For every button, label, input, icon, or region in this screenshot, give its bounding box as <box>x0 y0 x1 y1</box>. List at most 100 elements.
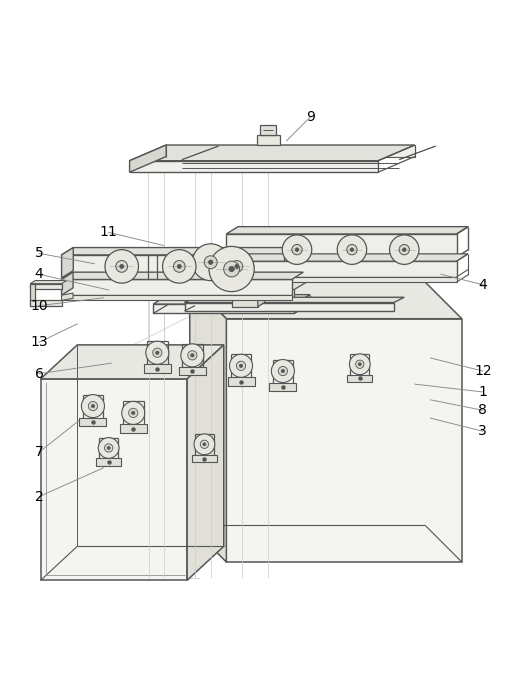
Circle shape <box>88 402 97 411</box>
Circle shape <box>146 341 169 364</box>
Polygon shape <box>41 345 224 379</box>
Polygon shape <box>226 254 468 261</box>
Text: 2: 2 <box>35 489 44 504</box>
Text: 7: 7 <box>35 445 44 459</box>
Circle shape <box>281 369 285 373</box>
Polygon shape <box>62 279 292 295</box>
Polygon shape <box>231 286 265 290</box>
Polygon shape <box>62 295 292 300</box>
Polygon shape <box>153 289 295 299</box>
Circle shape <box>204 256 217 269</box>
Text: 10: 10 <box>31 299 48 313</box>
Circle shape <box>356 360 364 368</box>
Circle shape <box>278 366 288 376</box>
Circle shape <box>239 364 243 368</box>
Circle shape <box>107 446 110 450</box>
Circle shape <box>105 444 113 452</box>
Polygon shape <box>62 255 292 278</box>
Circle shape <box>177 264 181 268</box>
Circle shape <box>153 348 162 357</box>
Circle shape <box>229 354 252 377</box>
Polygon shape <box>144 364 171 373</box>
Circle shape <box>129 408 138 418</box>
Circle shape <box>116 261 128 272</box>
Circle shape <box>190 354 194 357</box>
Polygon shape <box>129 145 166 172</box>
Text: 12: 12 <box>474 364 492 378</box>
Polygon shape <box>260 125 276 135</box>
Polygon shape <box>226 319 462 562</box>
Circle shape <box>122 402 145 425</box>
Circle shape <box>174 261 185 272</box>
Circle shape <box>82 395 105 418</box>
Polygon shape <box>179 367 206 375</box>
Circle shape <box>156 351 159 354</box>
Circle shape <box>194 434 215 455</box>
Polygon shape <box>62 272 304 279</box>
Polygon shape <box>129 145 414 161</box>
Polygon shape <box>62 247 304 255</box>
Polygon shape <box>30 300 62 306</box>
Polygon shape <box>185 297 404 302</box>
Circle shape <box>349 354 370 375</box>
Circle shape <box>390 235 419 264</box>
Polygon shape <box>30 284 62 289</box>
Circle shape <box>209 247 254 292</box>
Circle shape <box>105 250 138 283</box>
Polygon shape <box>347 375 372 382</box>
Circle shape <box>231 261 242 272</box>
Text: 3: 3 <box>478 424 487 439</box>
Circle shape <box>188 351 197 360</box>
Circle shape <box>181 344 204 367</box>
Polygon shape <box>30 284 35 306</box>
Polygon shape <box>187 345 224 580</box>
Polygon shape <box>129 145 166 172</box>
Circle shape <box>271 359 295 382</box>
Circle shape <box>347 245 357 255</box>
Polygon shape <box>226 234 457 257</box>
Polygon shape <box>79 418 106 426</box>
Circle shape <box>224 261 239 277</box>
Polygon shape <box>153 304 295 313</box>
Polygon shape <box>226 277 457 282</box>
Text: 13: 13 <box>31 335 48 350</box>
Circle shape <box>292 245 302 255</box>
Circle shape <box>229 266 234 272</box>
Text: 8: 8 <box>478 403 487 417</box>
Polygon shape <box>62 293 73 300</box>
Circle shape <box>350 248 353 252</box>
Polygon shape <box>185 302 394 311</box>
Circle shape <box>193 244 229 281</box>
Polygon shape <box>190 282 226 562</box>
Circle shape <box>200 440 208 448</box>
Polygon shape <box>257 135 280 145</box>
Circle shape <box>399 245 409 255</box>
Circle shape <box>203 443 206 446</box>
Circle shape <box>220 250 254 283</box>
Polygon shape <box>153 295 310 304</box>
Text: 4: 4 <box>478 278 487 292</box>
Polygon shape <box>153 280 310 289</box>
Polygon shape <box>120 425 147 433</box>
Polygon shape <box>166 145 414 156</box>
Circle shape <box>91 404 95 408</box>
Text: 1: 1 <box>478 385 487 399</box>
Polygon shape <box>226 227 468 234</box>
Polygon shape <box>226 261 457 277</box>
Polygon shape <box>41 379 187 580</box>
Circle shape <box>98 438 119 458</box>
Text: 6: 6 <box>35 367 44 381</box>
Circle shape <box>282 235 312 264</box>
Polygon shape <box>62 247 73 278</box>
Polygon shape <box>190 282 462 319</box>
Circle shape <box>337 235 367 264</box>
Text: 11: 11 <box>100 225 117 239</box>
Polygon shape <box>258 286 265 306</box>
Polygon shape <box>62 272 73 295</box>
Polygon shape <box>228 377 255 386</box>
Circle shape <box>358 363 361 366</box>
Circle shape <box>295 248 299 252</box>
Polygon shape <box>231 290 258 306</box>
Circle shape <box>402 248 406 252</box>
Polygon shape <box>30 281 67 284</box>
